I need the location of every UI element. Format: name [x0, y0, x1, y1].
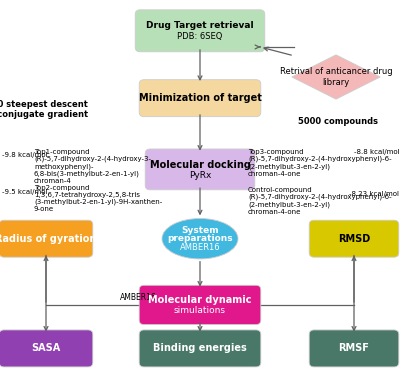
FancyBboxPatch shape	[0, 220, 93, 257]
FancyBboxPatch shape	[145, 149, 255, 190]
Polygon shape	[292, 55, 380, 99]
Text: Minimization of target: Minimization of target	[138, 93, 262, 103]
Text: Drug Target retrieval: Drug Target retrieval	[146, 22, 254, 30]
Text: -9.8 kcal/mol: -9.8 kcal/mol	[2, 152, 48, 158]
Text: -8.8 kcal/mol: -8.8 kcal/mol	[354, 149, 399, 155]
Ellipse shape	[162, 218, 238, 259]
Text: AMBER16: AMBER16	[180, 243, 220, 252]
FancyBboxPatch shape	[309, 330, 399, 367]
Text: PDB: 6SEQ: PDB: 6SEQ	[177, 32, 223, 41]
Text: Top1-compound
(R)-5,7-dihydroxy-2-(4-hydroxy-3-
methoxyphenyl)-
6,8-bis(3-methyl: Top1-compound (R)-5,7-dihydroxy-2-(4-hyd…	[34, 149, 151, 184]
FancyBboxPatch shape	[0, 330, 93, 367]
Text: AMBER16: AMBER16	[120, 293, 156, 302]
FancyBboxPatch shape	[139, 285, 261, 325]
Text: simulations: simulations	[174, 306, 226, 315]
FancyBboxPatch shape	[135, 10, 265, 52]
Text: RMSF: RMSF	[338, 343, 370, 353]
FancyBboxPatch shape	[139, 330, 261, 367]
Text: Top3-compound
(R)-5,7-dihydroxy-2-(4-hydroxyphenyl)-6-
(2-methylbut-3-en-2-yl)
c: Top3-compound (R)-5,7-dihydroxy-2-(4-hyd…	[248, 149, 392, 177]
Text: Retrival of anticancer drug: Retrival of anticancer drug	[280, 67, 392, 76]
Text: Molecular dynamic: Molecular dynamic	[148, 295, 252, 305]
Text: RMSD: RMSD	[338, 234, 370, 244]
Text: library: library	[322, 78, 350, 87]
Text: Top2-compound
1,3,6,7-tetrahydroxy-2,5,8-tris
(3-methylbut-2-en-1-yl)-9H-xanthen: Top2-compound 1,3,6,7-tetrahydroxy-2,5,8…	[34, 185, 162, 212]
Text: Control-compound
(R)-5,7-dihydroxy-2-(4-hydroxyphenyl)-6-
(2-methylbut-3-en-2-yl: Control-compound (R)-5,7-dihydroxy-2-(4-…	[248, 187, 392, 215]
Text: 5000 compounds: 5000 compounds	[298, 117, 378, 126]
FancyBboxPatch shape	[139, 80, 261, 117]
Text: preparations: preparations	[167, 234, 233, 243]
Text: Binding energies: Binding energies	[153, 343, 247, 353]
Text: Molecular docking: Molecular docking	[150, 160, 250, 170]
FancyBboxPatch shape	[309, 220, 399, 257]
Text: -8.23 kcal/mol: -8.23 kcal/mol	[349, 191, 399, 197]
Text: System: System	[181, 226, 219, 235]
Text: -9.5 kcal/mol: -9.5 kcal/mol	[2, 189, 48, 195]
Text: 750 steepest descent
750 conjugate gradient: 750 steepest descent 750 conjugate gradi…	[0, 100, 88, 119]
Text: Radius of gyration: Radius of gyration	[0, 234, 97, 244]
Text: PyRx: PyRx	[189, 171, 211, 179]
Text: SASA: SASA	[31, 343, 61, 353]
